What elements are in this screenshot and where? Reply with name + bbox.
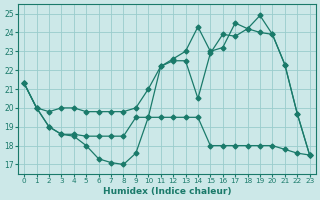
- X-axis label: Humidex (Indice chaleur): Humidex (Indice chaleur): [103, 187, 231, 196]
